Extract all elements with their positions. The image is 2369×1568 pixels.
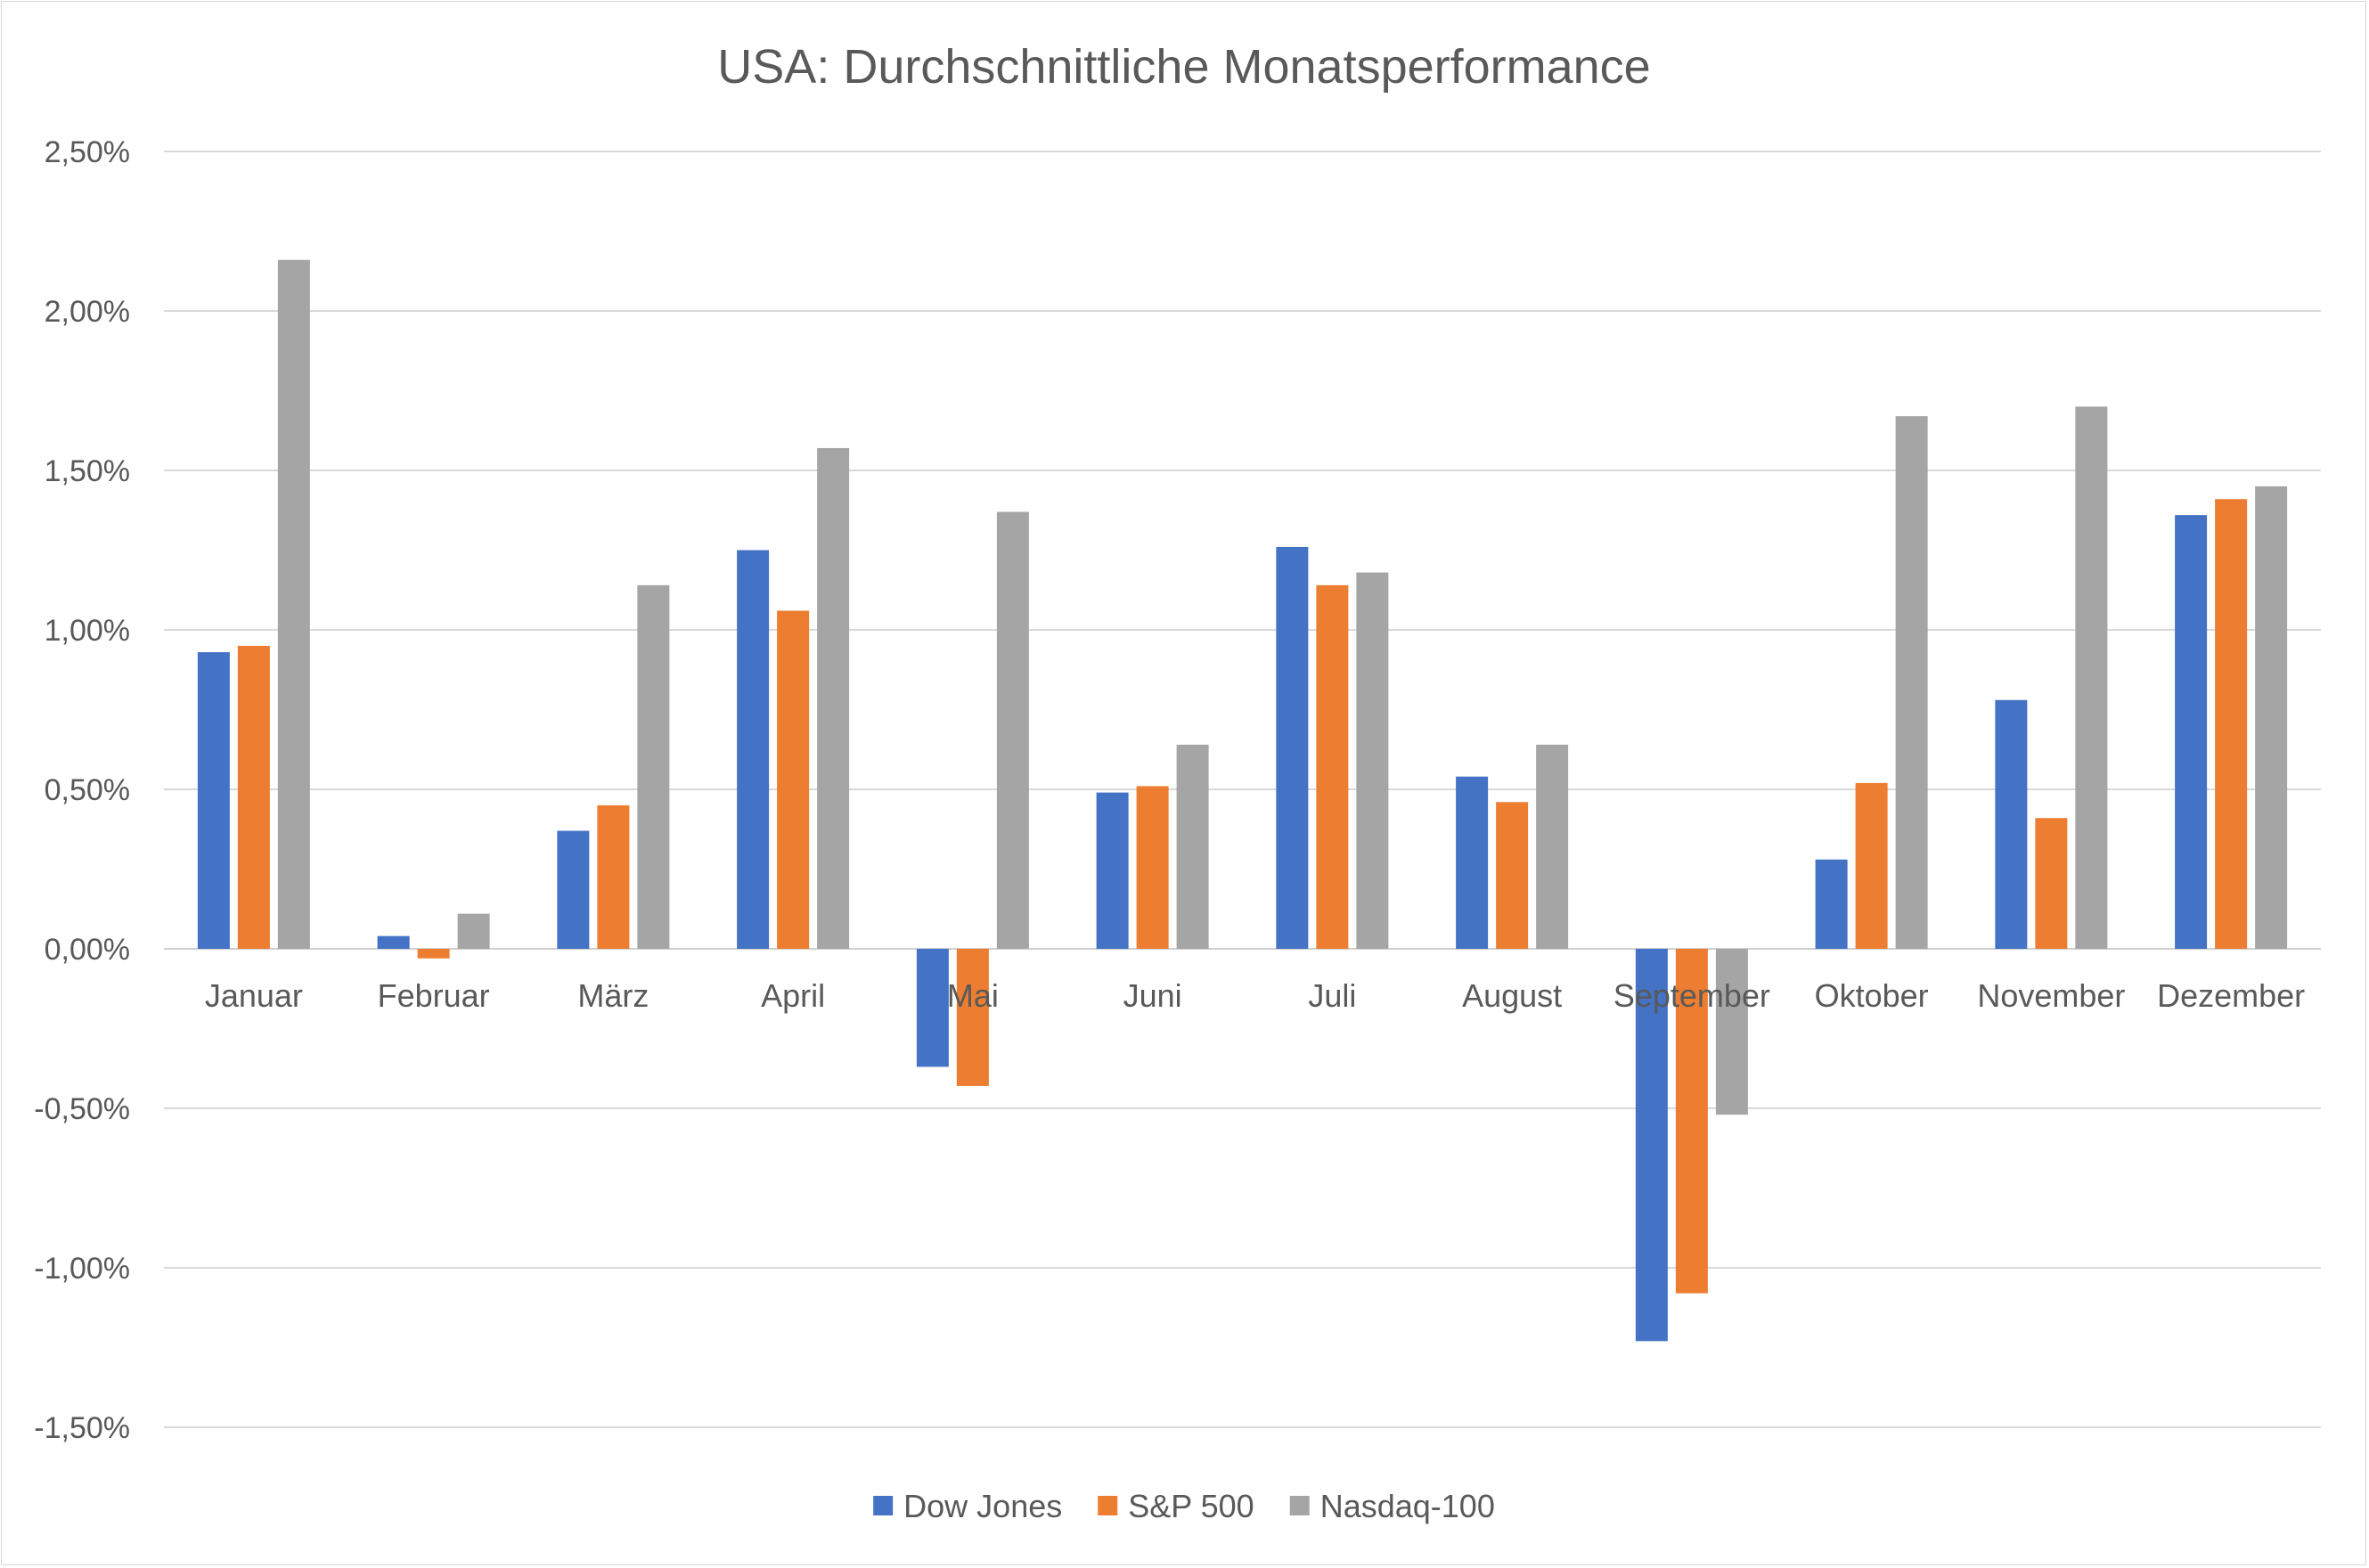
- bar: [2255, 486, 2288, 949]
- bar: [237, 645, 270, 949]
- bar: [1536, 744, 1569, 949]
- y-tick-label: 0,50%: [45, 773, 130, 807]
- bar: [197, 652, 230, 949]
- y-tick-label: -0,50%: [34, 1092, 130, 1126]
- bar: [737, 550, 770, 949]
- y-tick-label: -1,50%: [34, 1411, 130, 1445]
- bar: [637, 584, 670, 949]
- category-label: Oktober: [1815, 977, 1929, 1014]
- category-label: November: [1977, 977, 2125, 1014]
- bar: [1815, 859, 1848, 949]
- y-tick-label: 1,00%: [45, 614, 130, 648]
- bar: [1096, 792, 1129, 949]
- category-label: Dezember: [2157, 977, 2305, 1014]
- bar: [1136, 786, 1169, 949]
- category-label: Mai: [947, 977, 999, 1014]
- bar: [377, 935, 410, 949]
- y-tick-label: 2,50%: [45, 135, 130, 169]
- bar: [417, 949, 450, 959]
- bar: [996, 511, 1029, 949]
- category-label: August: [1462, 977, 1562, 1014]
- legend-item: Dow Jones: [873, 1488, 1062, 1524]
- legend-swatch: [1289, 1496, 1310, 1515]
- bar: [1356, 572, 1389, 949]
- category-label: Juli: [1308, 977, 1356, 1014]
- bar: [1316, 584, 1349, 949]
- legend-label: Nasdaq-100: [1320, 1488, 1495, 1524]
- legend-swatch: [873, 1496, 894, 1515]
- bar: [817, 447, 850, 949]
- bar: [1176, 744, 1209, 949]
- bar: [277, 259, 310, 950]
- bar: [2035, 818, 2068, 949]
- bar: [1276, 546, 1309, 949]
- legend-item: S&P 500: [1098, 1488, 1254, 1524]
- chart-title: USA: Durchschnittliche Monatsperformance: [717, 40, 1650, 94]
- bars: [197, 259, 2288, 1342]
- legend-swatch: [1098, 1496, 1118, 1515]
- bar: [597, 804, 630, 949]
- bar: [916, 949, 949, 1067]
- bar: [1715, 949, 1748, 1115]
- bar: [1496, 802, 1529, 949]
- category-label: Juni: [1123, 977, 1182, 1014]
- bar: [557, 830, 590, 949]
- bar: [1895, 416, 1928, 949]
- bar: [1855, 782, 1888, 949]
- legend-label: Dow Jones: [903, 1488, 1062, 1524]
- bar: [1456, 776, 1489, 949]
- bar: [2075, 406, 2108, 949]
- bar: [1635, 949, 1668, 1342]
- legend-label: S&P 500: [1128, 1488, 1254, 1524]
- legend: Dow Jones S&P 500 Nasdaq-100: [873, 1488, 1495, 1524]
- bar: [457, 913, 490, 949]
- bar: [777, 610, 810, 949]
- bar: [956, 949, 989, 1086]
- legend-item: Nasdaq-100: [1289, 1488, 1495, 1524]
- y-tick-label: 0,00%: [45, 933, 130, 967]
- bar: [1675, 949, 1708, 1294]
- bar: [2215, 499, 2248, 949]
- category-label: April: [761, 977, 825, 1014]
- bar: [2175, 515, 2208, 949]
- y-tick-label: 1,50%: [45, 454, 130, 488]
- category-label: Januar: [205, 977, 303, 1014]
- y-tick-label: -1,00%: [34, 1252, 130, 1286]
- category-label: Februar: [378, 977, 490, 1014]
- category-label: September: [1613, 977, 1770, 1014]
- y-tick-label: 2,00%: [45, 295, 130, 329]
- category-label: März: [577, 977, 649, 1014]
- bar: [1995, 699, 2028, 949]
- gridlines: [164, 151, 2321, 1428]
- x-axis-category-labels: Januar Februar März April Mai Juni Juli August S…: [205, 977, 2305, 1014]
- y-axis-tick-labels: 2,50% 2,00% 1,50% 1,00% 0,50% 0,00% -0,50% -1,0…: [34, 135, 130, 1445]
